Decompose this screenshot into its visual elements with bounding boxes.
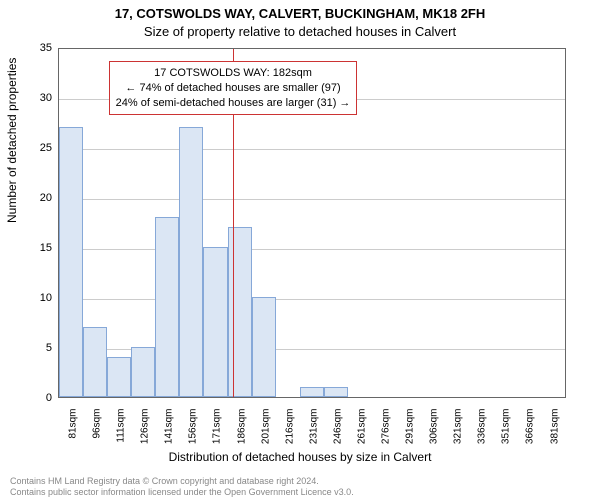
gridline	[59, 249, 565, 250]
footer-attribution: Contains HM Land Registry data © Crown c…	[10, 476, 354, 498]
histogram-bar	[131, 347, 155, 397]
histogram-bar	[59, 127, 83, 397]
x-tick-label: 111sqm	[116, 409, 127, 459]
histogram-bar	[203, 247, 227, 397]
x-tick-label: 276sqm	[381, 409, 392, 459]
x-tick-label: 336sqm	[477, 409, 488, 459]
chart-title-line2: Size of property relative to detached ho…	[0, 24, 600, 39]
y-tick-label: 20	[12, 192, 52, 204]
x-tick-label: 201sqm	[260, 409, 271, 459]
histogram-bar	[300, 387, 324, 397]
x-tick-label: 216sqm	[284, 409, 295, 459]
histogram-bar	[155, 217, 179, 397]
annotation-line1: 17 COTSWOLDS WAY: 182sqm	[116, 66, 351, 81]
x-tick-label: 246sqm	[332, 409, 343, 459]
x-tick-label: 291sqm	[405, 409, 416, 459]
annotation-line3: 24% of semi-detached houses are larger (…	[116, 96, 351, 111]
y-tick-label: 35	[12, 42, 52, 54]
x-tick-label: 81sqm	[68, 409, 79, 459]
x-tick-label: 351sqm	[501, 409, 512, 459]
x-tick-label: 321sqm	[453, 409, 464, 459]
x-tick-label: 126sqm	[140, 409, 151, 459]
x-tick-label: 306sqm	[429, 409, 440, 459]
x-tick-label: 366sqm	[525, 409, 536, 459]
x-tick-label: 156sqm	[188, 409, 199, 459]
footer-line1: Contains HM Land Registry data © Crown c…	[10, 476, 354, 487]
histogram-bar	[107, 357, 131, 397]
histogram-bar	[83, 327, 107, 397]
x-tick-label: 261sqm	[356, 409, 367, 459]
x-tick-label: 96sqm	[92, 409, 103, 459]
x-tick-label: 171sqm	[212, 409, 223, 459]
histogram-bar	[324, 387, 348, 397]
y-tick-label: 10	[12, 292, 52, 304]
histogram-bar	[179, 127, 203, 397]
gridline	[59, 199, 565, 200]
chart-title-line1: 17, COTSWOLDS WAY, CALVERT, BUCKINGHAM, …	[0, 6, 600, 21]
x-tick-label: 381sqm	[549, 409, 560, 459]
y-tick-label: 25	[12, 142, 52, 154]
histogram-bar	[252, 297, 276, 397]
y-tick-label: 0	[12, 392, 52, 404]
gridline	[59, 299, 565, 300]
x-tick-label: 186sqm	[236, 409, 247, 459]
y-tick-label: 15	[12, 242, 52, 254]
y-tick-label: 5	[12, 342, 52, 354]
histogram-bar	[228, 227, 252, 397]
x-tick-label: 141sqm	[164, 409, 175, 459]
y-tick-label: 30	[12, 92, 52, 104]
x-tick-label: 231sqm	[308, 409, 319, 459]
marker-annotation: 17 COTSWOLDS WAY: 182sqm ← 74% of detach…	[109, 61, 358, 116]
annotation-line2: ← 74% of detached houses are smaller (97…	[116, 81, 351, 96]
plot-area: 17 COTSWOLDS WAY: 182sqm ← 74% of detach…	[58, 48, 566, 398]
footer-line2: Contains public sector information licen…	[10, 487, 354, 498]
gridline	[59, 149, 565, 150]
